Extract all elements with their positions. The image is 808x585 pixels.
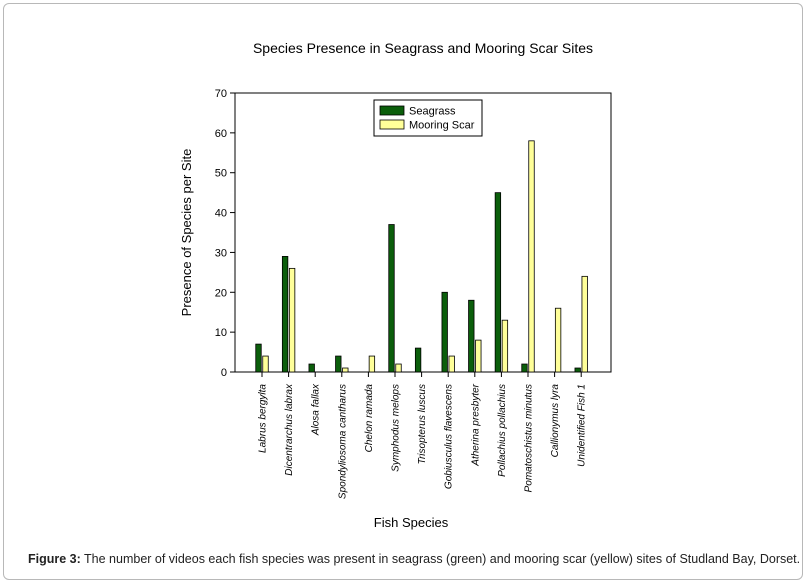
legend-label: Seagrass	[409, 106, 456, 118]
seagrass-bar	[521, 363, 528, 373]
seagrass-bar	[388, 224, 395, 373]
x-tick-label: Pollachius pollachius	[497, 384, 508, 477]
seagrass-bar	[441, 291, 448, 373]
mooring-scar-bar	[554, 307, 562, 373]
y-tick-label: 60	[215, 128, 227, 140]
x-tick-label: Unidentified Fish 1	[577, 384, 588, 467]
y-tick-label: 20	[215, 287, 227, 299]
x-tick-label: Spondyliosoma cantharus	[337, 384, 348, 499]
x-tick-label: Alosa fallax	[311, 383, 322, 436]
figure-frame: Species Presence in Seagrass and Mooring…	[3, 3, 803, 580]
seagrass-bar	[255, 343, 262, 373]
seagrass-bar	[494, 192, 502, 373]
figure-caption: Figure 3: The number of videos each fish…	[28, 552, 801, 566]
seagrass-bar	[281, 256, 289, 373]
seagrass-bar	[414, 347, 422, 373]
x-tick-label: Symphodus melops	[391, 384, 402, 472]
caption-label: Figure 3:	[28, 552, 81, 566]
mooring-scar-bar	[528, 140, 535, 373]
mooring-scar-bar	[475, 339, 482, 373]
x-tick-label: Pomatoschistus minutus	[524, 384, 535, 492]
bar-chart: Species Presence in Seagrass and Mooring…	[179, 40, 612, 530]
chart-title: Species Presence in Seagrass and Mooring…	[253, 40, 593, 56]
legend-swatch	[379, 119, 405, 130]
seagrass-bar	[335, 355, 342, 373]
mooring-scar-bar	[288, 267, 296, 373]
mooring-scar-bar	[395, 363, 402, 373]
y-tick-label: 10	[215, 327, 227, 339]
y-tick-label: 30	[215, 247, 227, 259]
mooring-scar-bar	[581, 275, 588, 373]
plot-area	[234, 92, 612, 373]
y-tick-label: 40	[215, 208, 227, 220]
mooring-scar-bar	[368, 355, 376, 373]
x-tick-label: Callionymus lyra	[550, 384, 561, 458]
legend-swatch	[379, 105, 405, 116]
y-tick-label: 0	[221, 367, 227, 379]
mooring-scar-bar	[342, 367, 349, 373]
y-axis-label: Presence of Species per Site	[179, 149, 194, 317]
x-tick-label: Atherina presbyter	[470, 383, 481, 466]
mooring-scar-bar	[501, 319, 509, 373]
x-axis-label: Fish Species	[374, 515, 449, 530]
x-tick-label: Chelon ramada	[364, 384, 375, 453]
x-tick-label: Labrus bergylta	[258, 384, 269, 453]
y-tick-label: 50	[215, 168, 227, 180]
x-tick-label: Gobiusculus flavescens	[444, 384, 455, 489]
legend-box	[373, 99, 483, 137]
seagrass-bar	[574, 367, 581, 373]
caption-text: The number of videos each fish species w…	[80, 552, 801, 566]
seagrass-bar	[468, 299, 475, 373]
y-tick-label: 70	[215, 88, 227, 100]
mooring-scar-bar	[262, 355, 269, 373]
seagrass-bar	[308, 363, 315, 373]
x-tick-label: Trisopterus luscus	[417, 384, 428, 464]
mooring-scar-bar	[448, 355, 455, 373]
x-tick-label: Dicentrarchus labrax	[284, 383, 295, 476]
legend-label: Mooring Scar	[409, 120, 475, 132]
